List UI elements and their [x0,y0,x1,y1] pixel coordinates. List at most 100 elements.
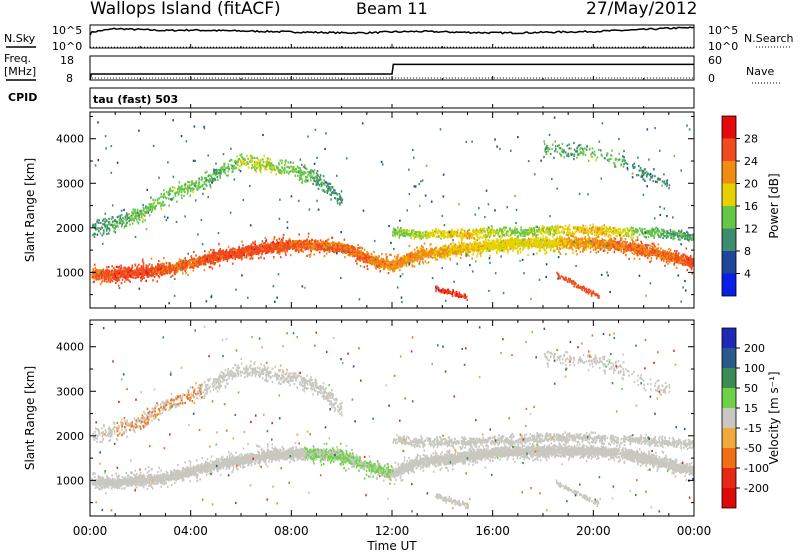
range-cell [619,240,621,243]
freq-unit: [MHz] [4,65,36,78]
range-cell [161,273,164,276]
range-cell [216,256,219,259]
range-cell [645,245,647,248]
range-cell [380,265,382,269]
range-cell [325,242,328,245]
range-cell [295,247,297,250]
range-cell [623,244,625,247]
range-cell [492,248,494,251]
range-cell [662,254,665,257]
range-cell [524,242,526,245]
range-cell [566,246,569,249]
range-cell [444,254,447,258]
freq-label: Freq. [4,52,31,65]
range-cell [287,239,290,242]
range-cell [666,250,668,253]
range-cell [225,250,227,253]
range-cell [344,248,347,252]
range-cell [204,263,207,266]
range-cell [676,257,678,260]
range-cell [496,239,499,242]
range-cell [413,248,416,251]
range-cell [556,236,558,239]
range-cell [197,265,199,268]
range-cell [266,243,268,246]
range-cell [480,243,482,246]
range-cell [617,242,620,245]
range-cell [284,247,286,250]
range-cell [545,236,547,239]
range-cell [267,250,269,253]
range-cell [477,249,480,252]
range-cell [266,242,269,245]
range-cell [567,243,570,246]
range-cell [461,243,463,246]
range-cell [125,278,127,281]
range-cell [423,249,426,252]
range-cell [564,246,567,249]
range-cell [303,239,305,242]
range-cell [490,247,493,251]
range-cell [340,250,343,253]
range-cell [144,273,146,276]
range-cell [420,247,423,250]
range-cell [684,263,686,266]
range-cell [314,248,316,251]
range-cell [386,259,388,262]
range-cell [640,250,642,253]
range-cell [527,245,530,248]
range-cell [587,242,590,245]
range-cell [584,236,587,239]
range-cell [300,246,303,249]
range-cell [451,252,453,255]
range-cell [134,277,137,280]
range-cell [626,241,628,244]
range-cell [256,249,259,252]
range-cell [457,244,459,247]
range-cell [223,251,226,254]
range-cell [421,256,424,259]
range-cell [212,252,214,255]
range-cell [655,257,658,260]
range-cell [223,258,226,261]
range-cell [465,249,467,252]
range-cell [242,247,244,250]
power-panel [89,111,695,309]
range-cell [634,242,636,245]
range-cell [281,241,283,244]
range-cell [159,263,162,266]
range-cell [592,245,595,248]
range-cell [92,269,95,272]
range-cell [240,254,243,257]
nave-tick-lo: 0 [708,72,715,85]
freq-tick-hi: 18 [60,54,74,67]
range-cell [568,243,571,246]
range-cell [459,252,461,255]
range-cell [367,259,369,263]
range-cell [540,242,543,245]
range-cell [425,248,428,251]
range-cell [528,246,530,250]
range-cell [142,264,145,267]
range-cell [406,254,408,257]
range-cell [651,248,653,251]
range-cell [537,237,540,240]
range-cell [267,244,269,247]
range-cell [538,239,541,242]
range-cell [642,245,645,248]
range-cell [533,238,536,241]
range-cell [544,239,546,243]
range-cell [379,265,381,268]
range-cell [411,261,414,264]
range-cell [463,245,465,249]
range-cell [206,254,209,257]
range-cell [92,268,94,271]
n-tick-hi-left: 10^5 [52,24,82,37]
range-cell [241,247,243,250]
range-cell [115,276,118,280]
range-cell [113,277,115,280]
range-cell [414,251,416,254]
range-cell [632,242,634,245]
range-cell [304,248,306,251]
